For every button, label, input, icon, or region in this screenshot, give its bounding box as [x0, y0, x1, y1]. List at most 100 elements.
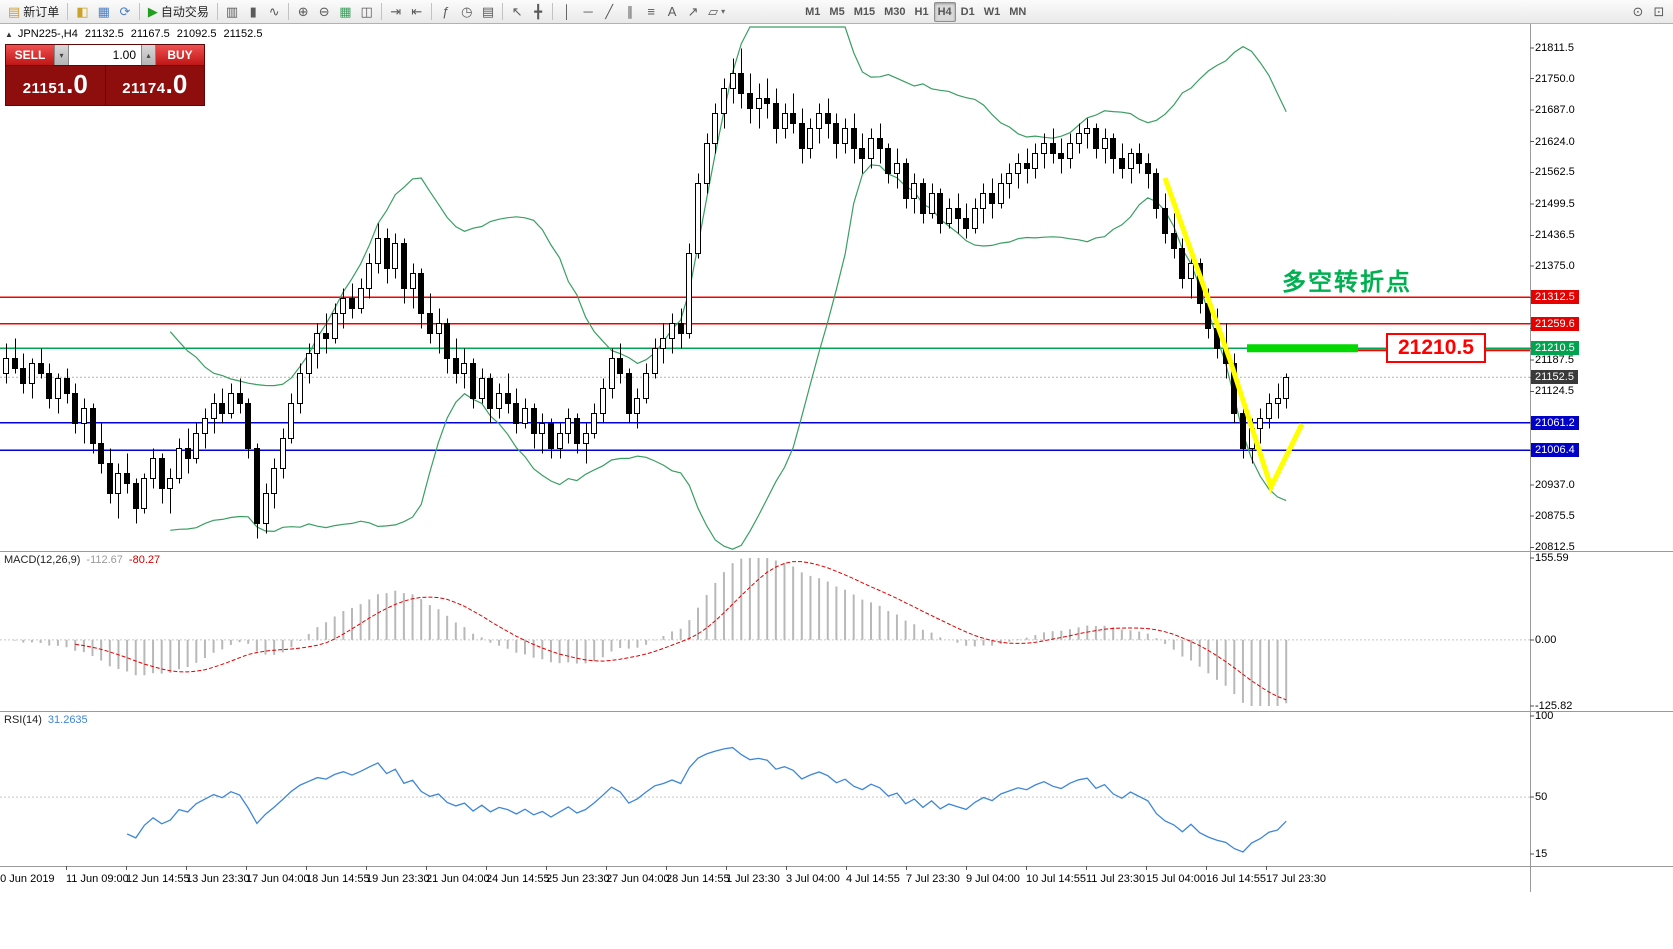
time-scale-label: 27 Jun 04:00 [606, 873, 670, 885]
volume-decrease-button[interactable]: ▾ [54, 45, 69, 65]
time-scale-label: 7 Jul 23:30 [906, 873, 960, 885]
candles-chart-icon[interactable]: ▮ [243, 2, 263, 22]
price-scale-label: 21187.5 [1535, 353, 1574, 366]
navigator-icon[interactable]: ⟳ [115, 2, 135, 22]
timeframe-h4-button-label: H4 [937, 5, 952, 18]
macd-histogram [13, 558, 1288, 706]
price-scale-label: 20937.0 [1535, 479, 1575, 491]
timeframe-m30-button-label: M30 [884, 5, 906, 18]
line-chart-icon[interactable]: ∿ [264, 2, 284, 22]
zigzag-annotation[interactable] [1162, 177, 1305, 494]
time-scale-label: 16 Jul 14:55 [1206, 873, 1266, 885]
horizontal-line-icon[interactable]: ─ [578, 2, 598, 22]
price-scale-label: 20812.5 [1535, 541, 1575, 554]
timeframe-m30-button[interactable]: M30 [880, 2, 909, 22]
new-order-button[interactable]: ▤ 新订单 [4, 2, 63, 22]
shapes-icon-caret: ▾ [721, 7, 726, 16]
sell-price-pips: .0 [66, 69, 88, 99]
macd-name: MACD(12,26,9) [4, 554, 81, 566]
one-click-collapse-toggle[interactable]: ▲ [5, 29, 13, 39]
timeframe-m5-button-label: M5 [829, 5, 845, 18]
time-scale-label: 4 Jul 14:55 [846, 873, 900, 885]
timeframe-h4-button[interactable]: H4 [933, 1, 956, 22]
rsi-scale-label: 50 [1535, 791, 1548, 804]
bollinger-upper-band [169, 26, 1287, 387]
fibonacci-icon[interactable]: ≡ [641, 2, 661, 22]
candles [3, 48, 1289, 539]
new-chart-icon[interactable]: ▦ [335, 2, 355, 22]
bar-close-value: 21152.5 [223, 28, 263, 40]
cursor-icon-glyph: ↖ [511, 4, 523, 19]
time-scale-label: 24 Jun 14:55 [486, 873, 550, 885]
price-axis[interactable]: 21811.5 21750.0 21687.0 21624.0 21562.5 21499… [1530, 24, 1673, 868]
price-level-badge: 21006.4 [1531, 443, 1579, 458]
bars-chart-icon-glyph: ▥ [225, 4, 239, 19]
toolbar-separator [430, 3, 432, 20]
price-scale-label: 21375.0 [1535, 260, 1575, 272]
timeframe-m15-button[interactable]: M15 [850, 2, 879, 22]
timeframe-h1-button[interactable]: H1 [911, 2, 933, 22]
sell-price-button[interactable]: 21151.0 [6, 66, 106, 105]
crosshair-icon[interactable]: ╋ [528, 2, 548, 22]
shapes-icon-glyph: ▱ [708, 4, 719, 19]
volume-input[interactable]: 1.00 [69, 45, 141, 65]
autotrading-button[interactable]: ▶ 自动交易 [144, 2, 213, 22]
data-window-icon[interactable]: ▦ [94, 2, 114, 22]
buy-price-button[interactable]: 21174.0 [106, 66, 205, 105]
volume-increase-button[interactable]: ▴ [141, 45, 156, 65]
channel-icon[interactable]: ∥ [620, 2, 640, 22]
timeframe-d1-button[interactable]: D1 [957, 2, 979, 22]
text-icon-glyph: A [667, 4, 677, 19]
toolbar-separator [67, 3, 69, 20]
time-axis[interactable]: 10 Jun 2019 11 Jun 09:00 12 Jun 14:55 13 Ju… [0, 866, 1530, 892]
profiles-icon[interactable]: ◫ [357, 2, 377, 22]
timeframe-mn-button[interactable]: MN [1005, 2, 1030, 22]
sell-price-main: 21151 [22, 80, 67, 97]
options-icon-glyph: ⊡ [1653, 4, 1665, 19]
price-level-badge: 21061.2 [1531, 415, 1579, 430]
chart-shift-icon[interactable]: ⇤ [407, 2, 427, 22]
crosshair-icon-glyph: ╋ [534, 4, 543, 19]
zoom-out-icon[interactable]: ⊖ [314, 2, 334, 22]
options-icon[interactable]: ⊡ [1649, 2, 1669, 22]
timeframe-m1-button[interactable]: M1 [801, 2, 824, 22]
search-icon[interactable]: ⊙ [1628, 2, 1648, 22]
autotrading-button-glyph: ▶ [147, 4, 158, 19]
fibonacci-icon-glyph: ≡ [647, 4, 655, 19]
price-scale-label: 21687.0 [1535, 104, 1575, 116]
periods-icon[interactable]: ◷ [457, 2, 477, 22]
time-scale-label: 12 Jun 14:55 [126, 873, 190, 885]
templates-icon[interactable]: ▤ [478, 2, 498, 22]
price-scale-label: 21562.5 [1535, 166, 1575, 179]
timeframe-m5-button[interactable]: M5 [825, 2, 848, 22]
chinese-annotation-text[interactable]: 多空转折点 [1282, 269, 1412, 296]
one-click-top-row: SELL ▾ 1.00 ▴ BUY [6, 45, 204, 66]
cursor-icon[interactable]: ↖ [507, 2, 527, 22]
time-scale-label: 10 Jun 2019 [0, 873, 55, 885]
auto-scroll-icon-glyph: ⇥ [390, 4, 402, 19]
zoom-in-icon[interactable]: ⊕ [293, 2, 313, 22]
bar-low-value: 21092.5 [176, 28, 217, 40]
timeframe-m1-button-label: M1 [805, 5, 821, 18]
zoom-out-icon-glyph: ⊖ [318, 4, 330, 19]
price-callout-label[interactable]: 21210.5 [1386, 333, 1486, 363]
timeframe-w1-button[interactable]: W1 [980, 2, 1005, 22]
time-scale-label: 9 Jul 04:00 [966, 873, 1020, 885]
sell-button[interactable]: SELL [6, 45, 54, 65]
vertical-line-icon[interactable]: │ [557, 2, 577, 22]
bars-chart-icon[interactable]: ▥ [222, 2, 242, 22]
arrow-tool-icon[interactable]: ↗ [683, 2, 703, 22]
trendline-icon[interactable]: ╱ [599, 2, 619, 22]
indicators-icon[interactable]: ƒ [436, 2, 456, 22]
rsi-value: 31.2635 [47, 714, 88, 726]
market-watch-icon[interactable]: ◧ [72, 2, 92, 22]
data-window-icon-glyph: ▦ [97, 4, 110, 19]
text-icon[interactable]: A [662, 2, 682, 22]
support-highlight-bar[interactable] [1247, 344, 1358, 353]
shapes-icon[interactable]: ▱ ▾ [704, 2, 729, 22]
price-level-badge: 21259.6 [1531, 316, 1579, 331]
buy-button[interactable]: BUY [156, 45, 204, 65]
auto-scroll-icon[interactable]: ⇥ [386, 2, 406, 22]
time-scale-label: 10 Jul 14:55 [1026, 873, 1086, 885]
